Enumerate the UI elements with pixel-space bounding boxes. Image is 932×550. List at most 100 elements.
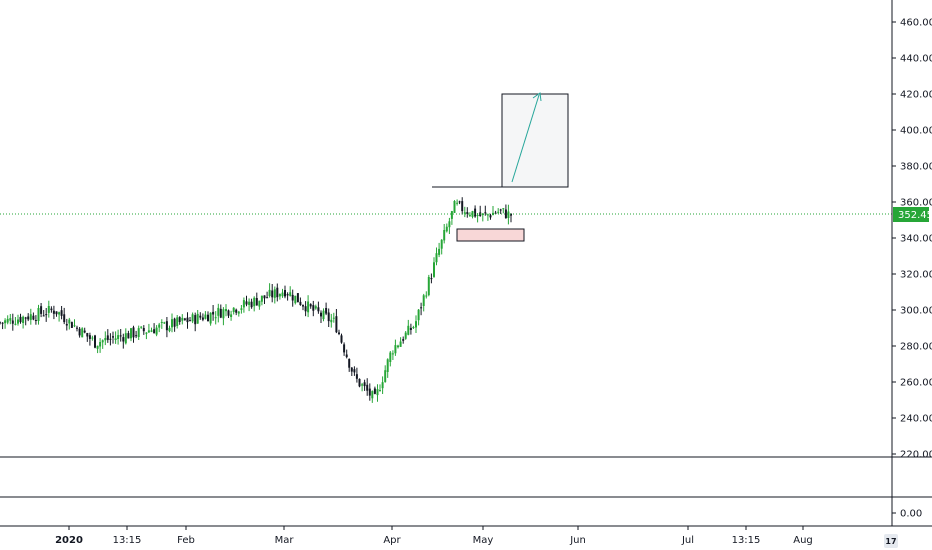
- y-tick-label: 300.00: [900, 306, 932, 317]
- indicator-pane-axis[interactable]: 0.00: [892, 509, 922, 520]
- candle-body: [412, 327, 415, 328]
- y-tick-label: 360.00: [900, 198, 932, 209]
- candle-body: [325, 308, 328, 314]
- x-tick: Mar: [275, 526, 294, 546]
- projection-arrowhead: [532, 92, 542, 102]
- candle-body: [461, 201, 464, 212]
- candle-body: [250, 301, 253, 308]
- candle-body: [466, 212, 469, 214]
- candle-body: [222, 309, 225, 319]
- candle-body: [453, 201, 456, 213]
- candle-body: [189, 320, 191, 322]
- y-tick-label: 240.00: [900, 414, 932, 425]
- candle-body: [379, 390, 381, 392]
- y-tick: 240.00: [892, 414, 932, 425]
- candle-body: [255, 298, 258, 306]
- candle-body: [130, 328, 132, 339]
- y-tick-label: 320.00: [900, 270, 932, 281]
- candle-body: [502, 208, 505, 210]
- candle-body: [65, 324, 68, 326]
- x-tick-label: Feb: [177, 535, 195, 546]
- candle-body: [112, 336, 114, 338]
- candle-body: [81, 328, 84, 338]
- candle-body: [407, 325, 410, 335]
- candle-body: [240, 308, 243, 310]
- tradingview-logo[interactable]: 17: [884, 534, 898, 548]
- candle-body: [340, 335, 343, 343]
- candle-body: [273, 289, 276, 298]
- candle-body: [173, 318, 176, 327]
- y-tick-label: 340.00: [900, 234, 932, 245]
- candle-body: [119, 335, 122, 337]
- candle-body: [160, 322, 163, 323]
- candle-body: [191, 314, 194, 322]
- candle-body: [363, 382, 366, 387]
- candle-body: [266, 297, 269, 299]
- candle-body: [24, 317, 27, 319]
- candle-body: [101, 340, 104, 343]
- y-axis[interactable]: 460.00 440.00 420.00 400.00 380.00 360.0…: [892, 18, 932, 461]
- candle-body: [63, 314, 66, 323]
- candle-body: [27, 316, 30, 320]
- candle-body: [289, 292, 292, 296]
- candle-body: [440, 239, 443, 249]
- candle-body: [58, 312, 61, 315]
- candle-body: [168, 327, 171, 332]
- candle-body: [322, 310, 325, 320]
- candle-body: [78, 328, 81, 336]
- candle-body: [91, 337, 94, 339]
- candle-body: [1, 322, 4, 324]
- candle-body: [353, 369, 356, 373]
- candle-body: [389, 352, 392, 362]
- candle-body: [4, 320, 7, 324]
- candle-body: [494, 212, 497, 214]
- candle-body: [29, 314, 32, 320]
- candle-body: [155, 327, 158, 335]
- candle-body: [153, 329, 156, 334]
- x-tick: Aug: [793, 526, 813, 546]
- candle-body: [343, 344, 346, 353]
- candle-body: [399, 341, 402, 347]
- stop-box[interactable]: [456, 228, 525, 242]
- x-tick: 13:15: [732, 526, 760, 546]
- candle-body: [201, 317, 204, 320]
- candle-body: [40, 306, 43, 314]
- candle-body: [278, 294, 281, 297]
- indicator-tick-label: 0.00: [900, 509, 922, 520]
- candle-body: [415, 321, 417, 328]
- y-tick: 400.00: [892, 126, 932, 137]
- candle-body: [366, 384, 369, 391]
- y-tick: 340.00: [892, 234, 932, 245]
- candle-body: [176, 317, 179, 326]
- candle-body: [430, 278, 433, 280]
- candle-body: [404, 332, 407, 339]
- candle-body: [227, 310, 230, 316]
- candle-body: [294, 295, 297, 304]
- y-tick-label: 420.00: [900, 90, 932, 101]
- candle-body: [217, 307, 220, 316]
- candle-body: [417, 309, 420, 321]
- candle-body: [165, 321, 168, 331]
- candle-body: [150, 330, 153, 332]
- candle-body: [124, 333, 127, 344]
- candle-body: [368, 388, 371, 396]
- projection-arrow[interactable]: [511, 94, 540, 183]
- candle-body: [45, 314, 48, 316]
- candle-body: [207, 314, 209, 322]
- candle-body: [132, 327, 135, 338]
- candle-body: [271, 290, 274, 298]
- candle-body: [70, 322, 73, 328]
- y-tick: 460.00: [892, 18, 932, 29]
- candle-body: [194, 315, 197, 325]
- candle-body: [296, 293, 299, 303]
- candle-body: [332, 317, 335, 319]
- x-axis[interactable]: 2020 13:15 Feb Mar Apr May Jun Jul 13:15…: [55, 526, 813, 546]
- candle-body: [402, 339, 405, 341]
- candle-body: [489, 215, 492, 218]
- candle-body: [376, 389, 379, 396]
- candle-body: [476, 215, 479, 216]
- candle-body: [422, 295, 425, 306]
- candle-body: [55, 311, 58, 315]
- candle-body: [73, 325, 76, 327]
